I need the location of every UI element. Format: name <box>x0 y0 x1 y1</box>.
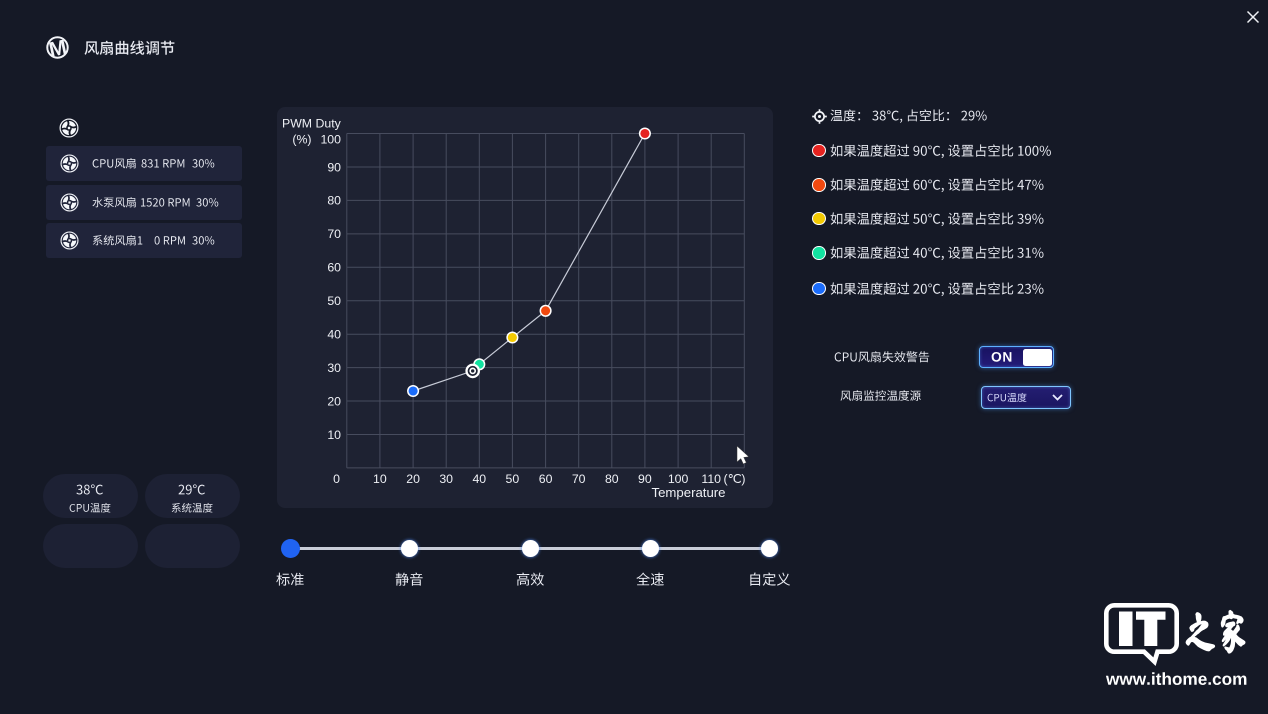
svg-text:30: 30 <box>439 472 453 486</box>
svg-text:70: 70 <box>327 227 341 241</box>
svg-text:10: 10 <box>327 428 341 442</box>
svg-text:30: 30 <box>327 361 341 375</box>
svg-text:0: 0 <box>333 472 340 486</box>
svg-text:60: 60 <box>539 472 553 486</box>
svg-text:(%): (%) <box>292 132 311 146</box>
svg-text:(℃): (℃) <box>724 472 746 486</box>
svg-text:80: 80 <box>327 194 341 208</box>
svg-text:70: 70 <box>572 472 586 486</box>
svg-text:90: 90 <box>638 472 652 486</box>
svg-text:Temperature: Temperature <box>651 485 725 500</box>
svg-text:40: 40 <box>327 328 341 342</box>
svg-text:20: 20 <box>406 472 420 486</box>
svg-text:110: 110 <box>701 472 721 486</box>
svg-text:50: 50 <box>506 472 520 486</box>
svg-text:50: 50 <box>327 294 341 308</box>
svg-text:20: 20 <box>327 394 341 408</box>
svg-text:100: 100 <box>320 132 341 146</box>
svg-text:60: 60 <box>327 261 341 275</box>
svg-text:80: 80 <box>605 472 619 486</box>
svg-text:10: 10 <box>373 472 387 486</box>
svg-text:100: 100 <box>668 472 689 486</box>
svg-text:PWM Duty: PWM Duty <box>282 117 342 131</box>
svg-text:90: 90 <box>327 160 341 174</box>
svg-text:40: 40 <box>472 472 486 486</box>
